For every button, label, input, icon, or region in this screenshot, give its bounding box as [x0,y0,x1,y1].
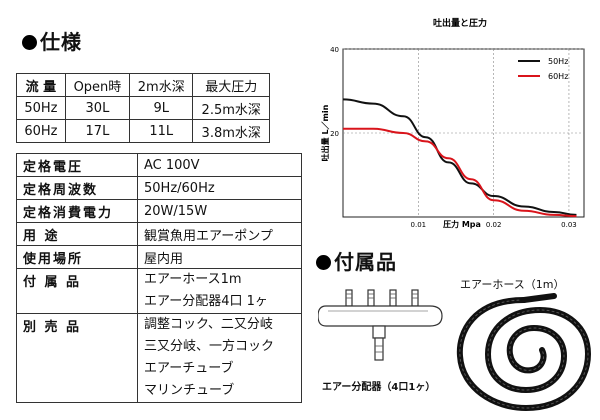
spec-value-line: 調整コック、二又分岐 [144,317,273,332]
flow-header-cell: Open時 [64,73,131,97]
flow-cell: 2.5m水深 [192,96,270,120]
spec-value: 50Hz/60Hz [137,176,302,200]
x-axis-label: 圧力 Mpa [443,219,481,229]
table-row: 用 途 観賞魚用エアーポンプ [16,222,302,246]
x-tick-label: 0.01 [411,221,427,229]
flow-cell: 50Hz [16,96,66,120]
manifold-stem [372,325,386,339]
spec-value: エアーホース1m エアー分配器4口 1ヶ [137,268,302,314]
spec-value: 調整コック、二又分岐 三又分岐、一方コック エアーチューブ マリンチューブ [137,313,302,403]
spec-label: 定格電圧 [16,153,138,177]
x-tick-label: 0.02 [486,221,502,229]
flow-cell: 3.8m水深 [192,119,270,143]
ticks: 0.01 0.02 0.03 20 40 [330,46,577,229]
flow-cell: 17L [64,119,131,143]
y-axis-label: 吐出量 L／min [320,104,330,161]
y-tick-label: 20 [330,130,339,138]
series-line-60hz [343,127,577,218]
air-hose-image [456,293,592,412]
flow-header-cell: 2m水深 [129,73,194,97]
flow-table-header: 流 量 Open時 2m水深 最大圧力 [16,73,270,97]
spec-label: 定格周波数 [16,176,138,200]
spec-value-line: 三又分岐、一方コック [144,339,275,354]
table-row: 50Hz 30L 9L 2.5m水深 [16,96,270,120]
legend-label-60hz: 60Hz [548,72,568,81]
accessories-heading: 付属品 [316,246,397,275]
spec-label: 定格消費電力 [16,199,138,223]
flow-header-cell: 流 量 [16,73,66,97]
spec-value-line: エアーホース1m [144,272,242,287]
flow-header-cell: 最大圧力 [192,73,270,97]
flow-table: 流 量 Open時 2m水深 最大圧力 50Hz 30L 9L 2.5m水深 6… [16,73,270,143]
spec-heading: 仕様 [22,26,82,55]
spec-value: 屋内用 [137,245,302,269]
bullet-icon [22,35,37,50]
spec-value-line: エアーチューブ [144,361,234,376]
series-line-50hz [342,98,577,216]
spec-label: 用 途 [16,222,138,246]
grid [343,48,584,217]
spec-value-line: マリンチューブ [144,383,235,398]
legend-label-50hz: 50Hz [548,57,568,66]
x-tick-label: 0.03 [561,221,577,229]
flow-cell: 30L [64,96,131,120]
flow-cell: 11L [129,119,194,143]
hose-end [521,293,557,303]
distributor-caption: エアー分配器（4口1ヶ） [322,382,436,393]
spec-value: 観賞魚用エアーポンプ [137,222,302,246]
air-distributor-image [318,289,443,361]
flow-cell: 60Hz [16,119,66,143]
flow-cell: 9L [129,96,194,120]
table-row: 付 属 品 エアーホース1m エアー分配器4口 1ヶ [16,268,302,314]
spec-label: 付 属 品 [16,268,138,314]
bullet-icon [316,255,331,270]
table-row: 定格消費電力 20W/15W [16,199,302,223]
hose-caption: エアーホース（1m） [460,278,565,291]
series-group [342,98,577,218]
chart-title: 吐出量と圧力 [433,17,487,29]
spec-heading-text: 仕様 [40,30,82,54]
inlet-nozzle [374,337,384,361]
spec-label: 使用場所 [16,245,138,269]
manifold-body [318,305,443,327]
accessories-heading-text: 付属品 [334,250,397,274]
spec-value: AC 100V [137,153,302,177]
table-row: 定格電圧 AC 100V [16,153,302,177]
table-row: 別 売 品 調整コック、二又分岐 三又分岐、一方コック エアーチューブ マリンチ… [16,313,302,403]
legend: 50Hz 60Hz [518,57,568,81]
hose-coil [456,297,592,412]
y-tick-label: 40 [330,46,339,54]
flow-pressure-chart: 吐出量と圧力 0.01 0.02 0.03 20 40 50Hz 60Hz 圧力 Mpa… [320,17,585,229]
table-row: 60Hz 17L 11L 3.8m水深 [16,119,270,143]
spec-table: 定格電圧 AC 100V 定格周波数 50Hz/60Hz 定格消費電力 20W/… [16,153,302,403]
spec-value-line: エアー分配器4口 1ヶ [144,294,268,309]
table-row: 使用場所 屋内用 [16,245,302,269]
spec-label: 別 売 品 [16,313,138,403]
table-row: 定格周波数 50Hz/60Hz [16,176,302,200]
spec-value: 20W/15W [137,199,302,223]
